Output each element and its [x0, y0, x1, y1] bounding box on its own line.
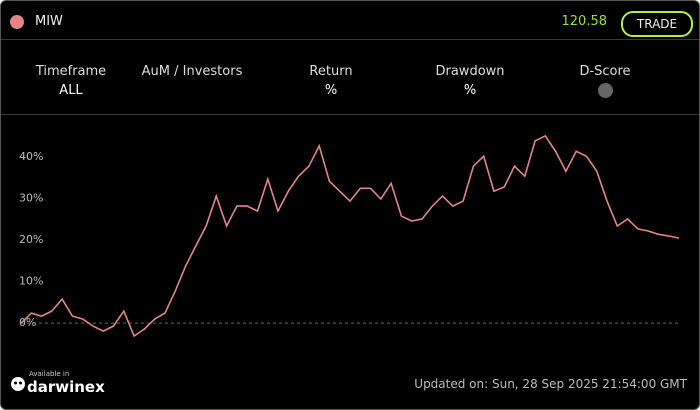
- stat-label: Timeframe: [35, 64, 107, 79]
- stat-value: ALL: [59, 83, 83, 98]
- stat-value: %: [463, 83, 477, 98]
- divider: [1, 114, 699, 115]
- dscore-icon: [598, 83, 613, 98]
- y-tick-label: 10%: [19, 275, 43, 288]
- stat-value: %: [324, 83, 338, 98]
- stat-label: D-Score: [579, 64, 631, 79]
- divider: [1, 39, 699, 40]
- trade-button[interactable]: TRADE: [621, 11, 693, 37]
- symbol-dot: [10, 15, 24, 29]
- series-line: [20, 134, 680, 338]
- chart: 0%10%20%30%40%: [19, 134, 680, 338]
- symbol: MIW: [35, 14, 63, 29]
- price: 120.58: [561, 14, 608, 29]
- stat-label: Return: [309, 64, 353, 79]
- y-tick-label: 40%: [19, 150, 43, 163]
- updated: Updated on: Sun, 28 Sep 2025 21:54:00 GM…: [414, 377, 687, 391]
- y-tick-label: 30%: [19, 192, 43, 205]
- stat-label: Drawdown: [435, 64, 505, 79]
- stat-label: AuM / Investors: [141, 64, 243, 79]
- brand-icon: [11, 377, 25, 391]
- brand-note: Available in: [29, 370, 70, 378]
- brand: darwinex: [27, 378, 105, 396]
- y-tick-label: 20%: [19, 233, 43, 246]
